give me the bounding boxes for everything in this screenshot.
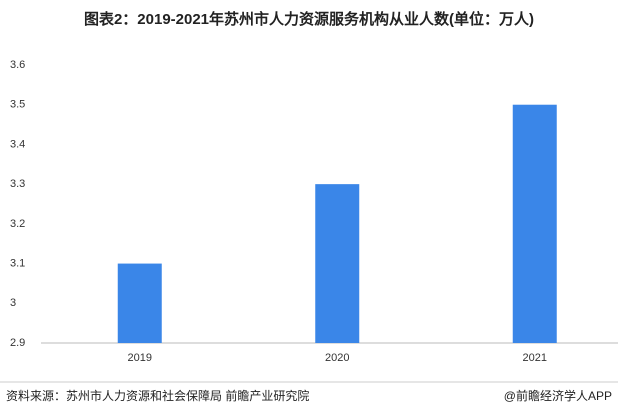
bar	[512, 104, 557, 343]
y-tick-label: 3.2	[10, 218, 25, 230]
chart-title: 图表2：2019-2021年苏州市人力资源服务机构从业人数(单位：万人)	[84, 10, 534, 28]
y-tick-label: 3.1	[10, 257, 25, 269]
x-tick-label: 2019	[128, 352, 152, 364]
y-tick-label: 3.6	[10, 59, 25, 71]
y-tick-label: 3	[10, 297, 16, 309]
credit: @前瞻经济学人APP	[504, 388, 612, 403]
y-tick-label: 3.5	[10, 99, 25, 111]
bar	[117, 263, 162, 343]
y-tick-label: 3.4	[10, 138, 25, 150]
y-tick-label: 3.3	[10, 178, 25, 190]
x-tick-label: 2020	[325, 352, 349, 364]
source: 资料来源：苏州市人力资源和社会保障局 前瞻产业研究院	[6, 388, 309, 403]
y-tick-label: 2.9	[10, 337, 25, 349]
bar	[315, 184, 360, 343]
x-tick-label: 2021	[523, 352, 547, 364]
